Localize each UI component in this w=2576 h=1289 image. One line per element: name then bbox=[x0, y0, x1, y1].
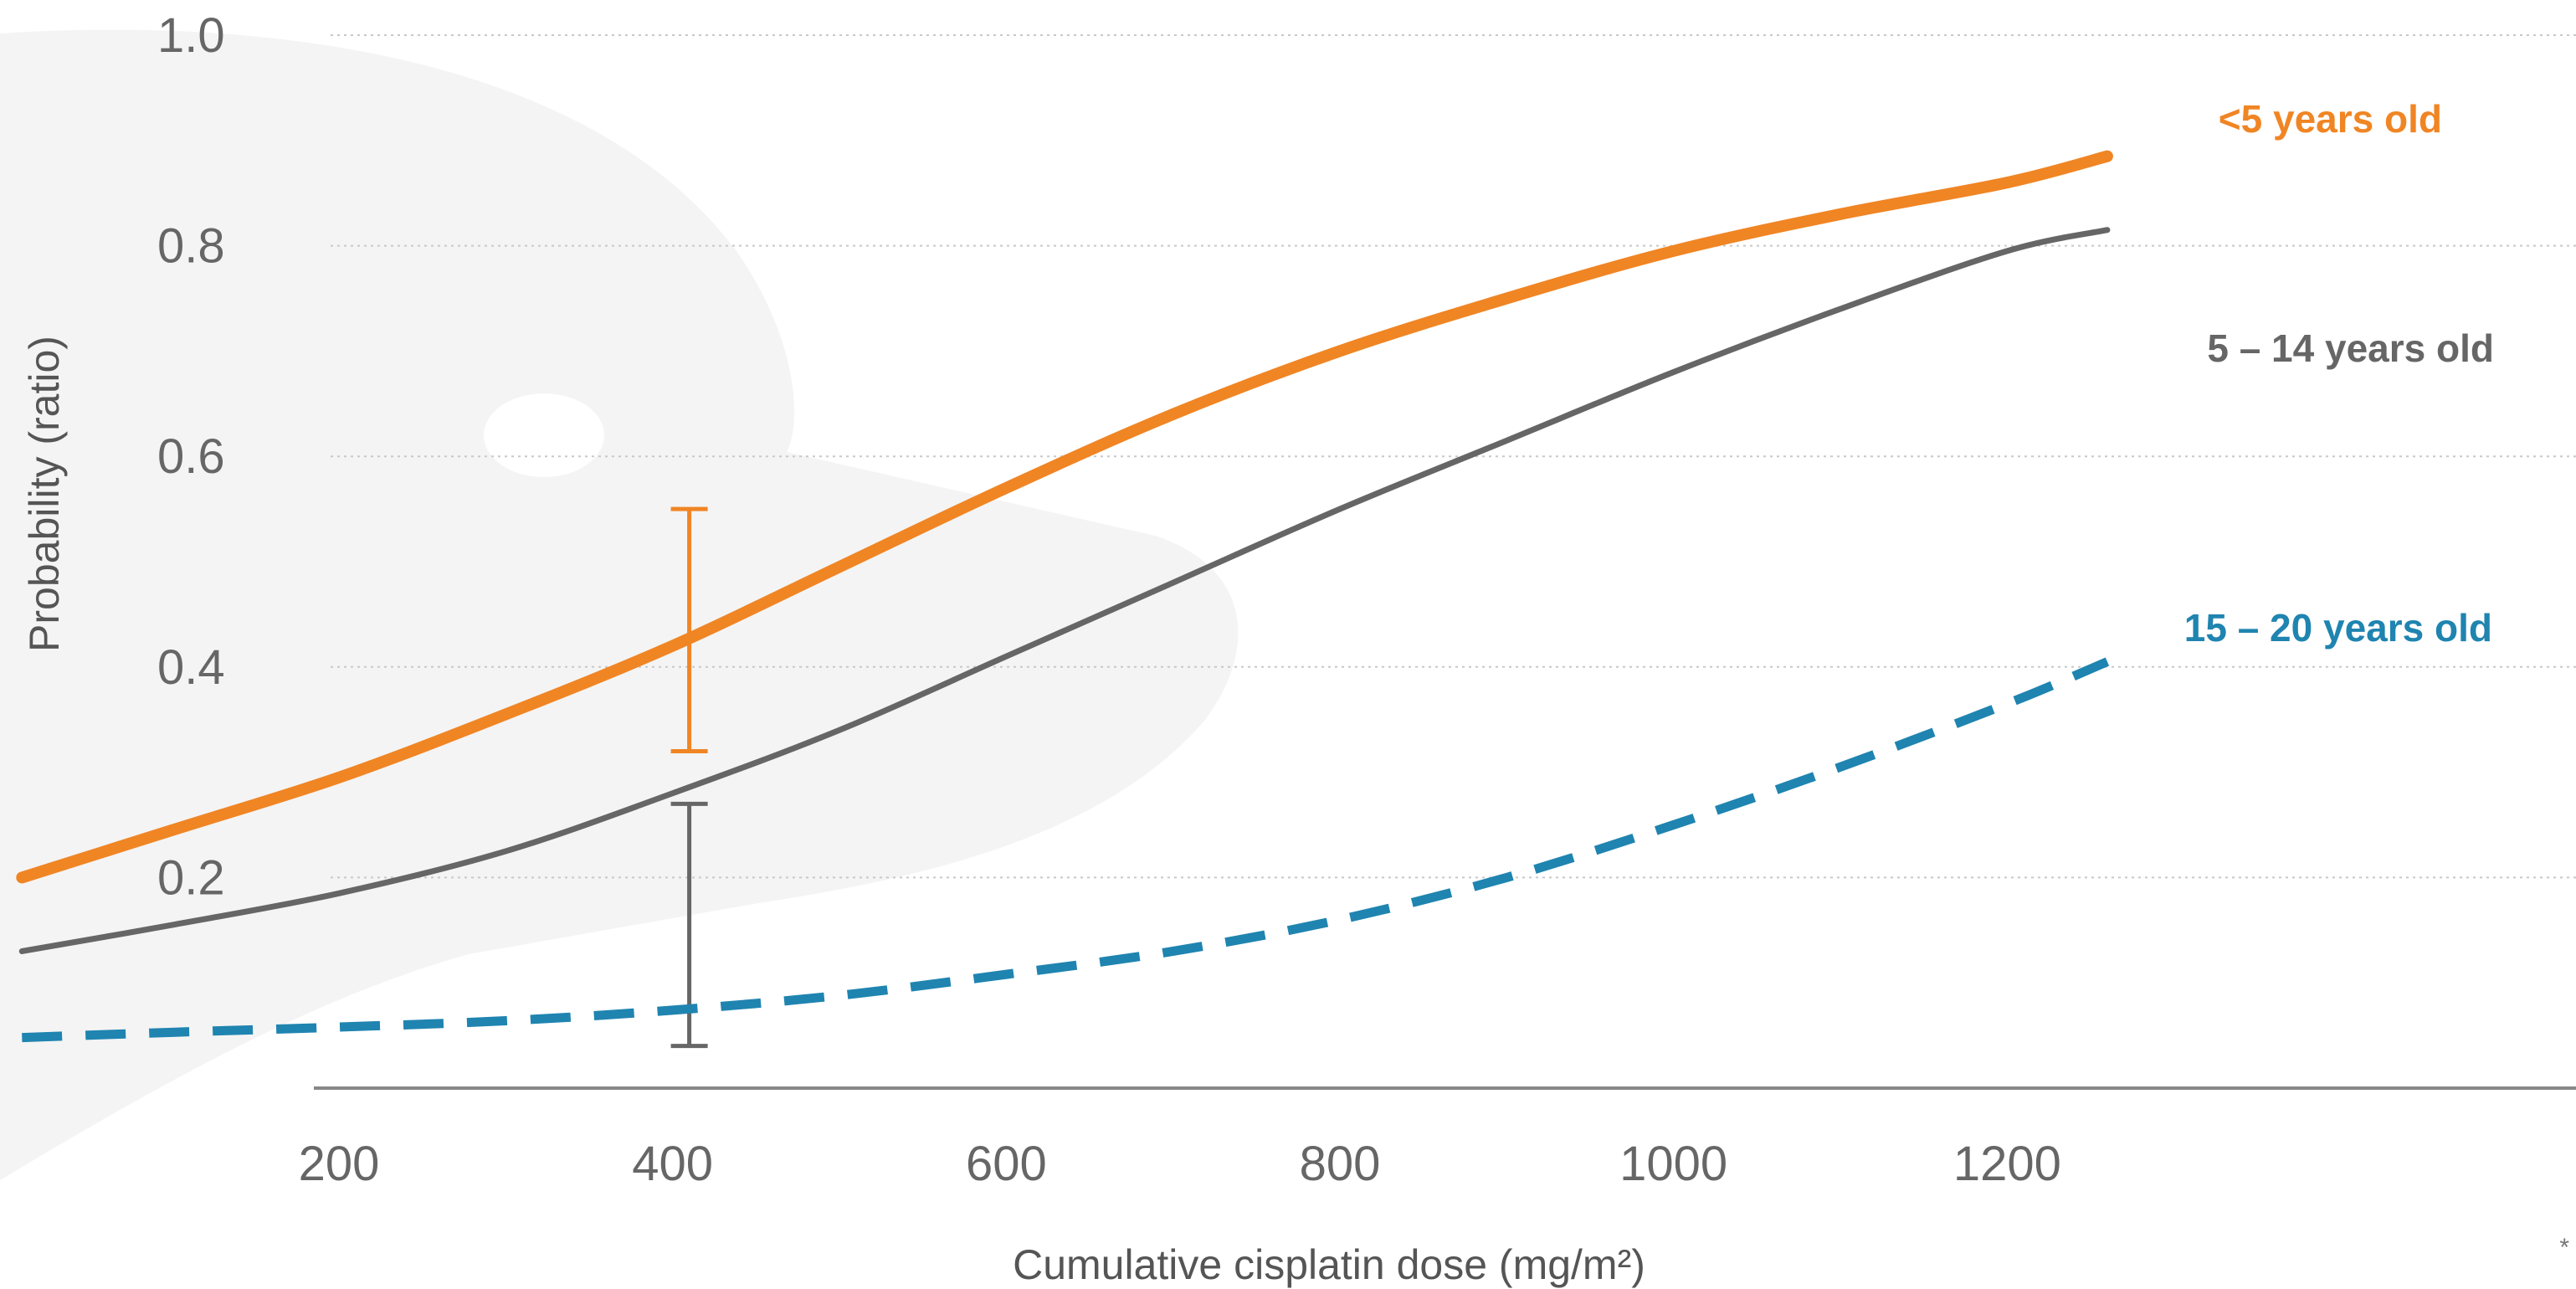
y-tick-label: 0.8 bbox=[157, 219, 225, 274]
x-tick-label: 400 bbox=[632, 1137, 713, 1191]
x-tick-label: 200 bbox=[299, 1137, 380, 1191]
y-tick-label: 1.0 bbox=[157, 8, 225, 63]
x-tick-label: 1200 bbox=[1953, 1137, 2061, 1191]
series-label: <5 years old bbox=[2219, 97, 2442, 141]
y-tick-labels: 0.2 0.4 0.6 0.8 1.0 bbox=[157, 8, 225, 905]
series-labels: <5 years old 5 – 14 years old 15 – 20 year… bbox=[2184, 97, 2494, 650]
error-bar bbox=[670, 506, 708, 753]
x-tick-label: 1000 bbox=[1619, 1137, 1727, 1191]
footnote-marker: * bbox=[2559, 1234, 2569, 1261]
x-axis-title: Cumulative cisplatin dose (mg/m²) bbox=[1013, 1241, 1645, 1288]
series-line-1 bbox=[18, 227, 2111, 954]
series-line-2 bbox=[22, 657, 2110, 1043]
y-tick-label: 0.4 bbox=[157, 640, 225, 695]
series-label: 15 – 20 years old bbox=[2184, 606, 2492, 650]
series-line-0 bbox=[16, 150, 2113, 884]
background-watermark bbox=[0, 29, 1239, 1180]
y-tick-label: 0.2 bbox=[157, 850, 225, 905]
series-lines bbox=[16, 150, 2113, 1043]
y-tick-label: 0.6 bbox=[157, 429, 225, 484]
series-label: 5 – 14 years old bbox=[2207, 326, 2494, 370]
x-tick-labels: 200 400 600 800 1000 1200 bbox=[299, 1137, 2061, 1191]
x-tick-label: 600 bbox=[966, 1137, 1047, 1191]
y-axis-title: Probability (ratio) bbox=[21, 336, 68, 652]
x-tick-label: 800 bbox=[1300, 1137, 1381, 1191]
